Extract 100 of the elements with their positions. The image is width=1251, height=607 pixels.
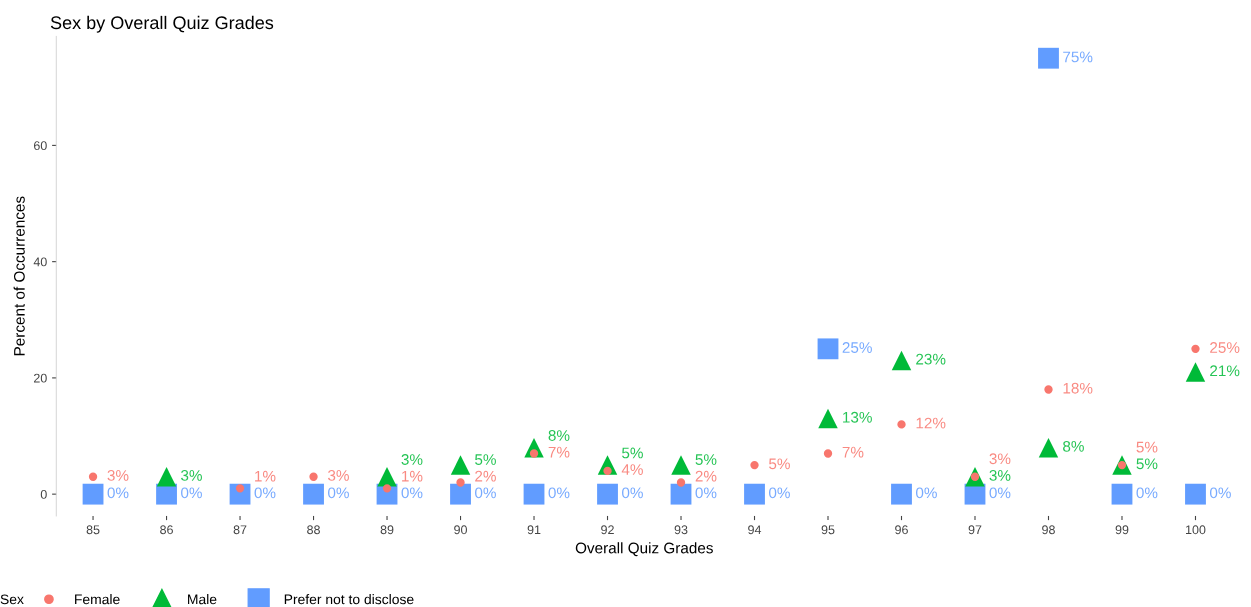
- point: [891, 350, 912, 371]
- data-label: 25%: [1210, 342, 1240, 353]
- data-label: 0%: [622, 487, 643, 499]
- x-tick-label: 91: [527, 525, 541, 535]
- point: [897, 420, 906, 429]
- point: [823, 449, 833, 458]
- data-label: 8%: [548, 430, 570, 441]
- y-tick-label: 20: [33, 373, 47, 383]
- data-label: 8%: [1063, 440, 1084, 452]
- data-label: 3%: [328, 470, 349, 481]
- data-label: 0%: [181, 487, 202, 499]
- data-label: 2%: [475, 470, 496, 482]
- point: [82, 483, 104, 505]
- data-label: 0%: [107, 487, 129, 499]
- data-label: 0%: [548, 487, 570, 499]
- data-label: 0%: [695, 487, 717, 499]
- point: [1191, 344, 1200, 354]
- data-label: 5%: [475, 454, 496, 465]
- data-label: 0%: [1209, 487, 1231, 499]
- data-label: 21%: [1210, 365, 1240, 377]
- point: [603, 466, 612, 476]
- data-label: 4%: [621, 464, 643, 475]
- point: [156, 483, 177, 505]
- point: [235, 484, 245, 493]
- point: [303, 483, 324, 505]
- point: [817, 338, 839, 360]
- point: [744, 483, 765, 505]
- x-tick-label: 94: [748, 525, 762, 535]
- point: [1038, 437, 1059, 458]
- point: [309, 472, 318, 481]
- data-label: 5%: [769, 458, 790, 470]
- point: [382, 484, 392, 493]
- point: [377, 466, 397, 487]
- point: [671, 455, 691, 475]
- data-label: 0%: [1136, 487, 1158, 499]
- legend-title: Sex: [0, 594, 24, 605]
- y-tick-label: 0: [40, 489, 47, 499]
- point: [1185, 483, 1206, 505]
- chart-title: Sex by Overall Quiz Grades: [50, 15, 274, 33]
- data-label: 0%: [401, 487, 423, 499]
- y-axis-title: Percent of Occurrences: [13, 196, 25, 356]
- x-tick-label: 100: [1186, 525, 1206, 535]
- point: [529, 449, 539, 458]
- point: [597, 483, 618, 505]
- point: [450, 455, 471, 475]
- data-label: 0%: [769, 487, 790, 499]
- x-axis-title: Overall Quiz Grades: [575, 542, 713, 557]
- data-label: 23%: [916, 353, 946, 365]
- x-tick-label: 99: [1115, 525, 1129, 535]
- data-label: 2%: [695, 470, 717, 482]
- data-label: 12%: [916, 417, 946, 429]
- point: [676, 478, 686, 487]
- data-label: 3%: [107, 470, 129, 481]
- data-label: 0%: [328, 487, 349, 499]
- x-tick-label: 90: [454, 525, 467, 535]
- data-label: 25%: [842, 342, 872, 353]
- data-label: 0%: [915, 487, 937, 499]
- x-tick-label: 98: [1042, 525, 1055, 535]
- point: [818, 408, 838, 429]
- data-label: 3%: [181, 470, 202, 481]
- data-label: 5%: [1136, 458, 1158, 470]
- y-tick-label: 60: [34, 141, 47, 151]
- point: [891, 483, 912, 505]
- data-label: 3%: [989, 453, 1011, 465]
- data-label: 75%: [1063, 51, 1093, 63]
- data-label: 0%: [989, 487, 1011, 499]
- x-tick-label: 96: [895, 525, 908, 535]
- data-label: 7%: [842, 446, 864, 458]
- data-label: 3%: [401, 454, 423, 465]
- point: [750, 460, 759, 470]
- x-tick-label: 89: [380, 525, 394, 535]
- x-tick-label: 86: [160, 525, 173, 535]
- data-label: 18%: [1063, 382, 1093, 394]
- point: [523, 483, 545, 505]
- data-label: 0%: [475, 487, 496, 499]
- point: [450, 483, 471, 505]
- legend-label: Male: [188, 594, 217, 605]
- x-tick-label: 97: [968, 525, 982, 535]
- data-label: 1%: [402, 470, 423, 482]
- data-label: 5%: [695, 454, 717, 465]
- point: [670, 483, 692, 505]
- data-label: 3%: [989, 470, 1011, 481]
- data-label: 1%: [255, 470, 276, 482]
- data-label: 7%: [548, 446, 570, 458]
- data-label: 5%: [1136, 441, 1158, 453]
- point: [1038, 47, 1059, 69]
- data-label: 13%: [843, 411, 872, 423]
- point: [1111, 483, 1133, 505]
- data-label: 5%: [622, 447, 643, 459]
- point: [156, 466, 177, 487]
- x-tick-label: 85: [86, 525, 100, 535]
- y-tick-label: 40: [33, 257, 47, 267]
- point: [1185, 362, 1206, 382]
- legend-label: Prefer not to disclose: [284, 594, 414, 605]
- x-tick-label: 87: [233, 525, 247, 535]
- x-tick-label: 93: [674, 525, 688, 535]
- data-label: 0%: [254, 487, 276, 499]
- x-tick-label: 88: [307, 525, 320, 535]
- legend-label: Female: [75, 594, 120, 605]
- point: [88, 472, 98, 481]
